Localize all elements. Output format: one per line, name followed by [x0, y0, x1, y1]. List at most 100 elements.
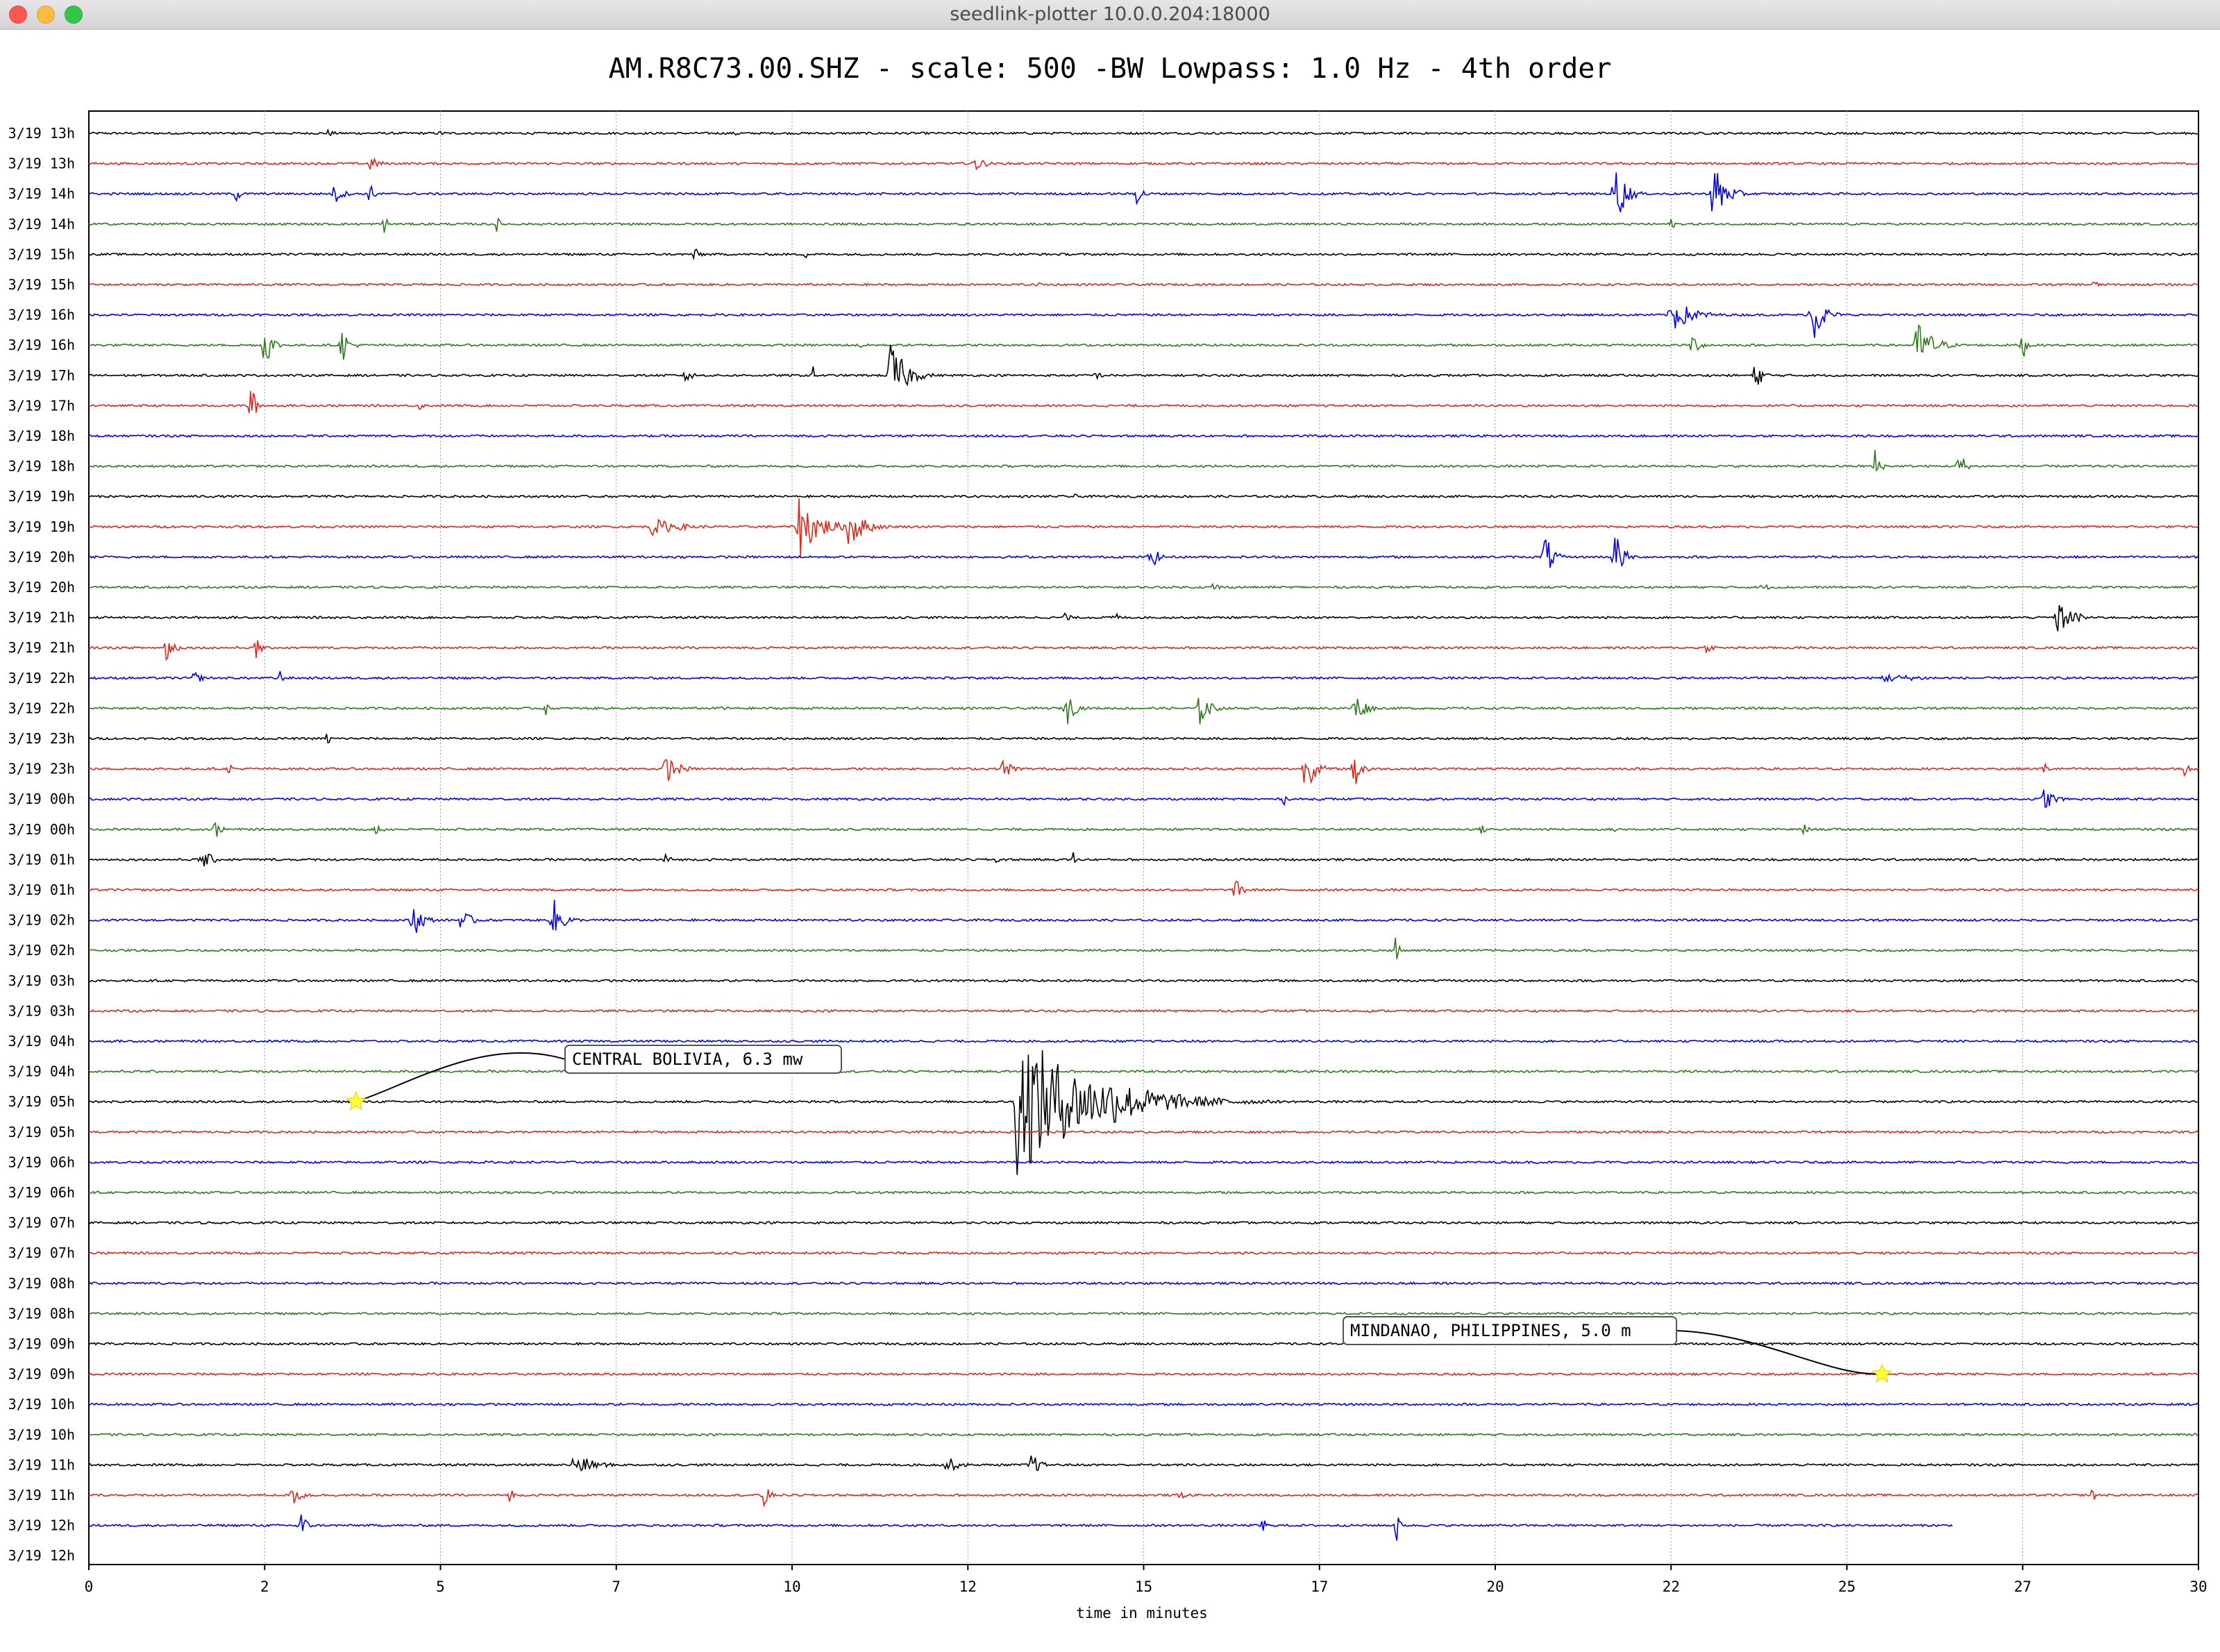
row-label: 3/19 23h: [8, 761, 75, 777]
close-button[interactable]: [9, 6, 27, 24]
x-tick-label: 27: [2014, 1578, 2031, 1595]
trace-line: [88, 822, 2199, 837]
row-label: 3/19 18h: [8, 428, 75, 444]
x-tick-label: 25: [1838, 1578, 1856, 1595]
row-label: 3/19 16h: [8, 337, 75, 353]
trace-line: [88, 391, 2199, 414]
trace-line: [88, 248, 2199, 261]
trace-line: [88, 1456, 2199, 1472]
x-ticks: 0 2 5 7 10 12 15 17 20 22 25 27 30: [85, 1565, 2208, 1595]
row-label: 3/19 18h: [8, 458, 75, 475]
x-tick-label: 5: [436, 1578, 445, 1595]
row-label: 3/19 14h: [8, 216, 75, 233]
trace-line: [88, 217, 2199, 233]
x-tick-label: 20: [1486, 1578, 1504, 1595]
trace-line: [88, 1069, 2199, 1074]
row-label: 3/19 07h: [8, 1245, 75, 1261]
trace-line: [88, 759, 2199, 784]
trace-line: [88, 1372, 2199, 1376]
row-label: 3/19 08h: [8, 1275, 75, 1292]
trace-line: [88, 1251, 2199, 1255]
row-label: 3/19 15h: [8, 276, 75, 293]
row-label: 3/19 03h: [8, 972, 75, 989]
row-label: 3/19 19h: [8, 488, 75, 505]
minimize-button[interactable]: [37, 6, 55, 24]
trace-line: [88, 1432, 2199, 1437]
zoom-button[interactable]: [65, 6, 83, 24]
trace-line: [88, 671, 2199, 683]
trace-line: [88, 1311, 2199, 1316]
row-label: 3/19 17h: [8, 367, 75, 384]
row-label: 3/19 10h: [8, 1426, 75, 1443]
row-label: 3/19 04h: [8, 1033, 75, 1050]
trace-line: [88, 434, 2199, 438]
row-labels: 3/19 13h 3/19 13h 3/19 14h 3/19 14h 3/19 15h…: [8, 125, 75, 1564]
row-label: 3/19 05h: [8, 1124, 75, 1140]
trace-line: [88, 880, 2199, 896]
row-label: 3/19 03h: [8, 1002, 75, 1019]
row-label: 3/19 05h: [8, 1093, 75, 1110]
trace-line: [88, 1160, 2199, 1165]
trace-line: [89, 1402, 2199, 1407]
row-label: 3/19 23h: [8, 730, 75, 747]
row-label: 3/19 13h: [8, 125, 75, 142]
trace-line: [88, 324, 2199, 360]
trace-line: [88, 281, 2199, 287]
trace-line: [88, 1342, 2198, 1346]
trace-line: [88, 938, 2199, 959]
trace-line: [88, 640, 2199, 661]
event-star-icon: [346, 1090, 367, 1111]
row-label: 3/19 02h: [8, 942, 75, 959]
trace-line: [88, 900, 2199, 933]
row-label: 3/19 07h: [8, 1215, 75, 1231]
trace-line: [88, 582, 2199, 591]
trace-line: [88, 1039, 2199, 1043]
plot-title: AM.R8C73.00.SHZ - scale: 500 -BW Lowpass…: [608, 53, 1612, 85]
row-label: 3/19 22h: [8, 670, 75, 686]
x-tick-label: 10: [783, 1578, 800, 1595]
trace-line: [88, 344, 2199, 387]
trace-line: [88, 1009, 2199, 1013]
trace-line: [88, 306, 2199, 338]
x-tick-label: 22: [1663, 1578, 1680, 1595]
row-label: 3/19 04h: [8, 1063, 75, 1080]
trace-line: [88, 605, 2199, 632]
trace-line: [88, 498, 2199, 557]
row-label: 3/19 11h: [8, 1456, 75, 1473]
trace-line: [88, 1489, 2199, 1508]
annotation-label: MINDANAO, PHILIPPINES, 5.0 m: [1350, 1321, 1631, 1340]
row-label: 3/19 22h: [8, 700, 75, 716]
trace-line: [88, 1190, 2199, 1195]
annotation-leader: [1676, 1330, 1883, 1375]
trace-line: [88, 789, 2199, 808]
row-label: 3/19 00h: [8, 821, 75, 838]
row-label: 3/19 06h: [8, 1154, 75, 1170]
x-tick-label: 17: [1311, 1578, 1328, 1595]
row-label: 3/19 11h: [8, 1487, 75, 1503]
trace-line: [88, 1129, 2199, 1134]
trace-line: [88, 852, 2199, 867]
row-label: 3/19 01h: [8, 882, 75, 898]
x-tick-label: 7: [612, 1578, 621, 1595]
trace-line: [88, 494, 2199, 499]
annotation-label: CENTRAL BOLIVIA, 6.3 mw: [572, 1050, 803, 1069]
annotation-leader: [355, 1052, 566, 1103]
row-label: 3/19 10h: [8, 1396, 75, 1413]
x-tick-label: 12: [959, 1578, 977, 1595]
x-tick-label: 15: [1135, 1578, 1152, 1595]
x-tick-label: 2: [260, 1578, 269, 1595]
row-label: 3/19 16h: [8, 307, 75, 323]
trace-line: [88, 172, 2199, 212]
row-label: 3/19 01h: [8, 851, 75, 868]
annotations: CENTRAL BOLIVIA, 6.3 mw MINDANAO, PHILIPP…: [346, 1045, 1892, 1383]
row-label: 3/19 09h: [8, 1335, 75, 1352]
trace-line: [88, 537, 2199, 568]
trace-line: [88, 1515, 1953, 1541]
row-label: 3/19 17h: [8, 397, 75, 414]
x-tick-label: 0: [85, 1578, 94, 1595]
event-star-icon: [1872, 1363, 1892, 1383]
row-label: 3/19 13h: [8, 155, 75, 172]
trace-line: [88, 734, 2199, 744]
x-tick-label: 30: [2189, 1578, 2207, 1595]
